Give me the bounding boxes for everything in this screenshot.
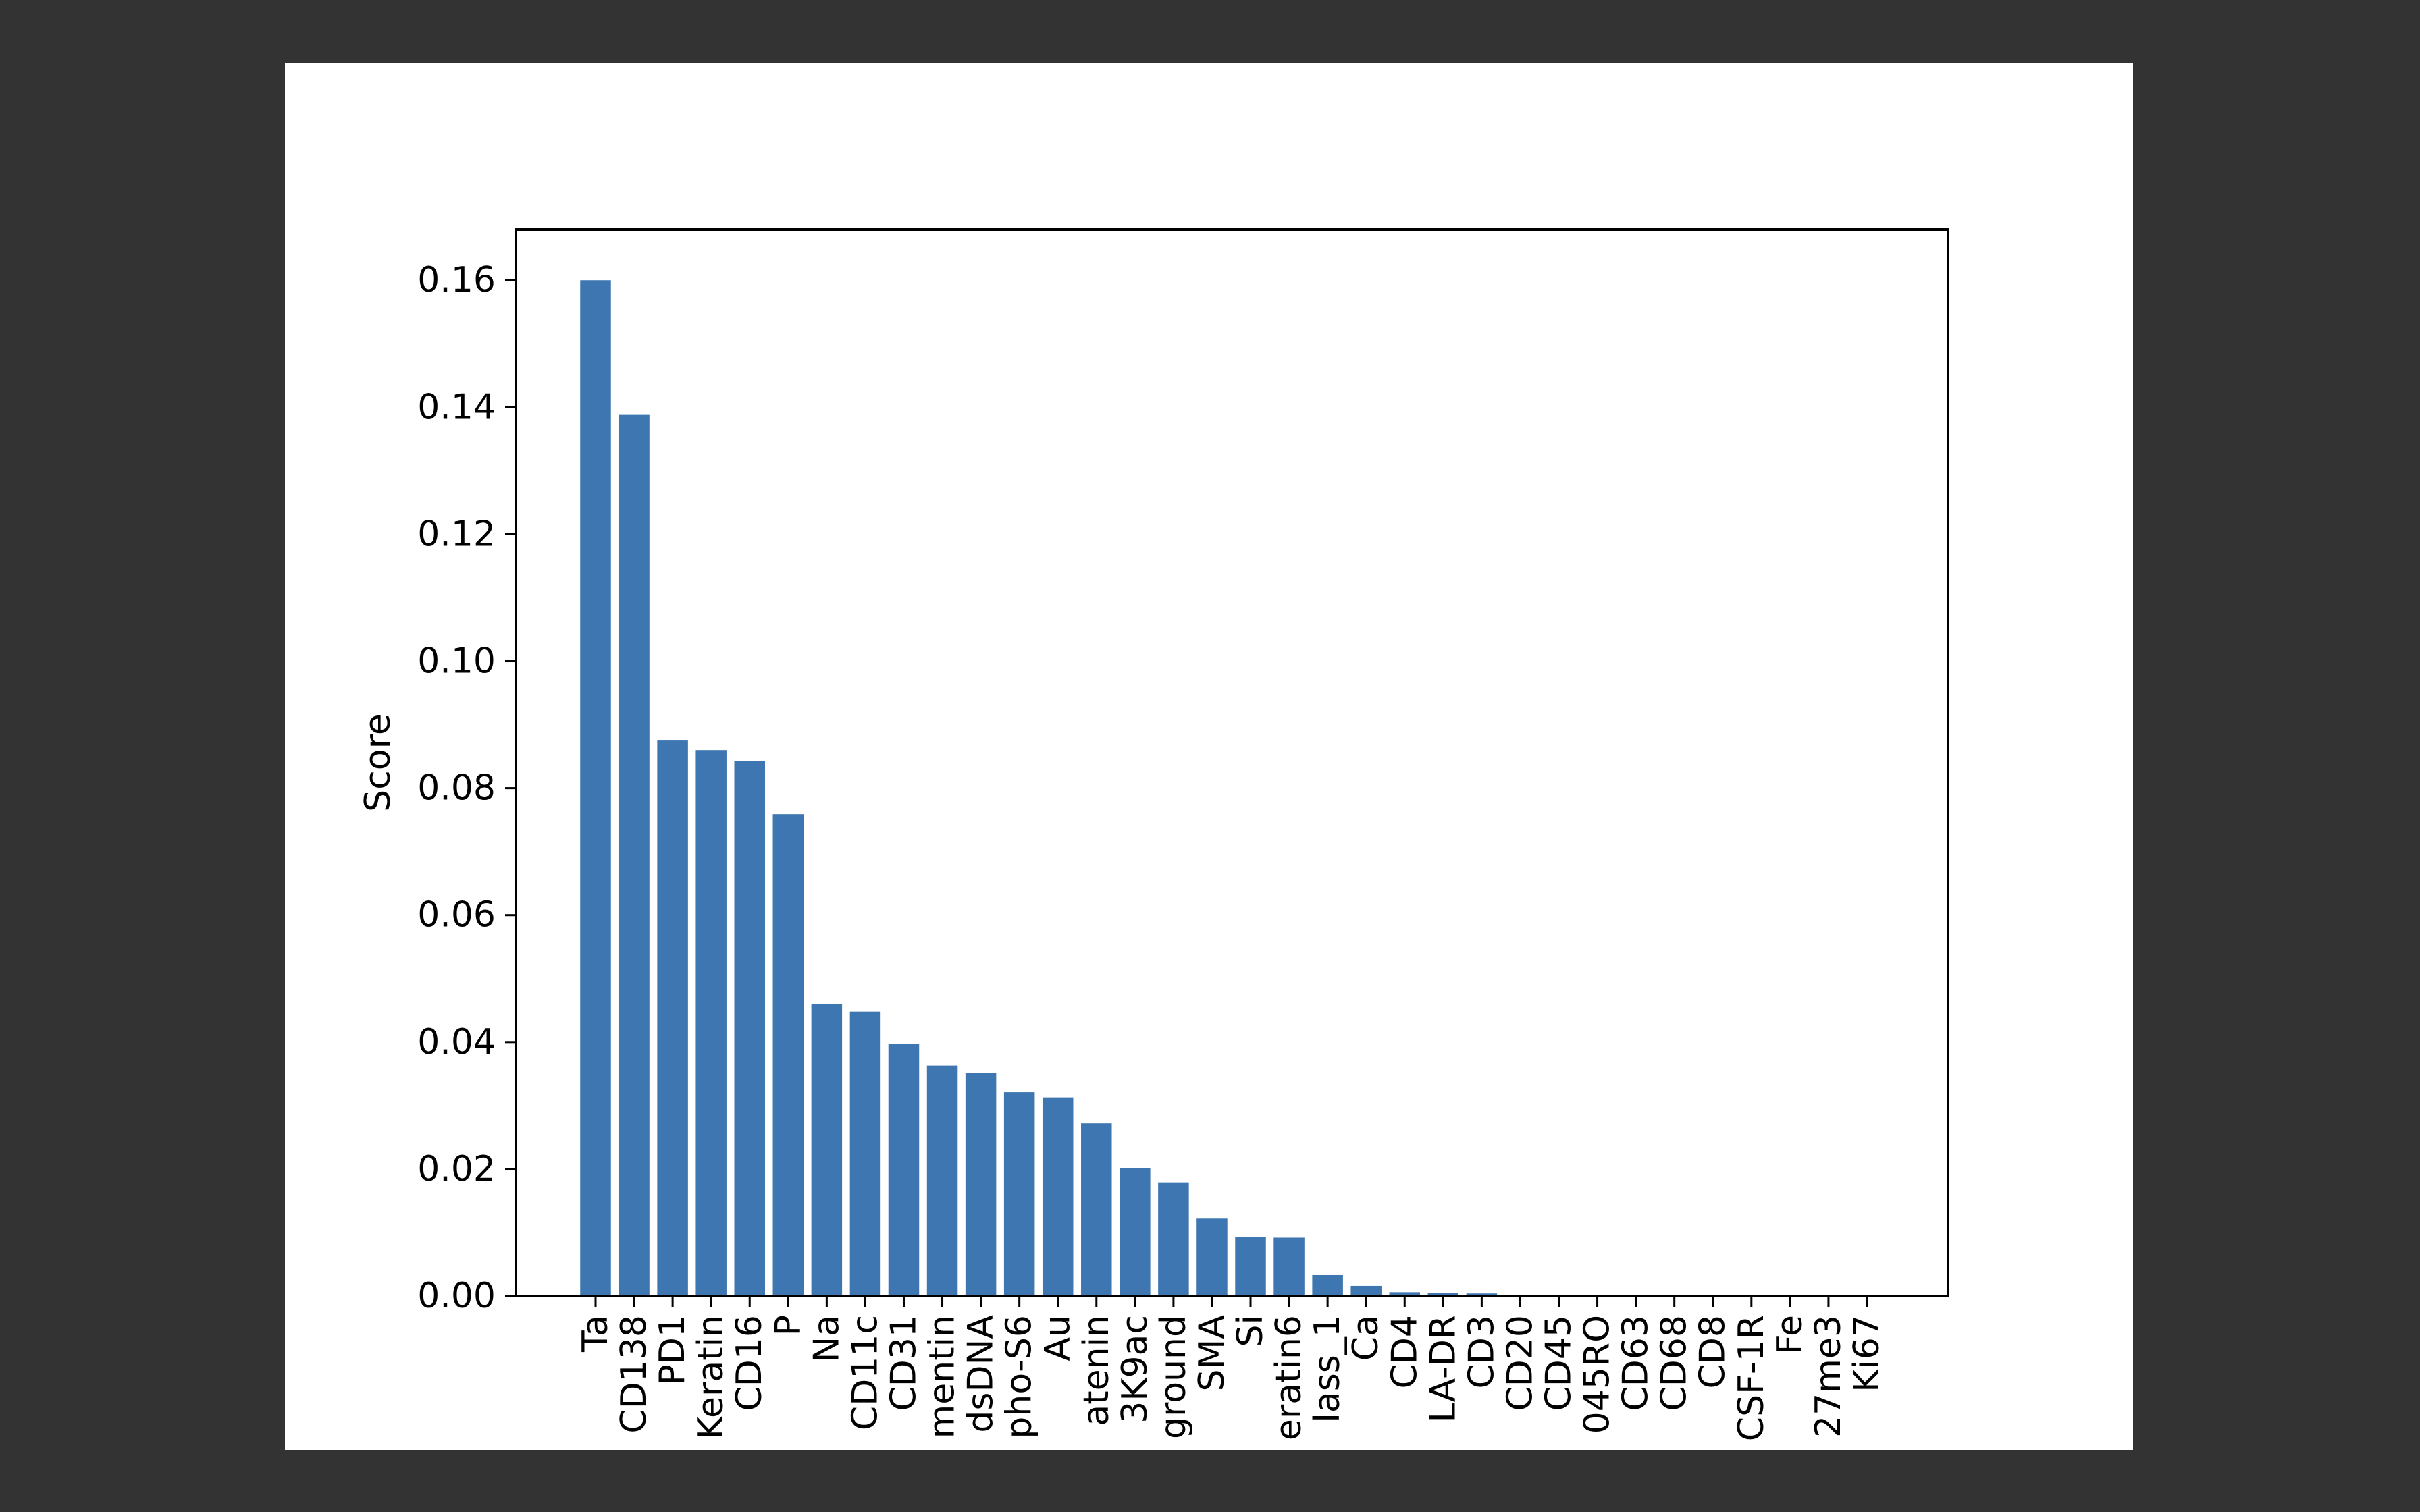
x-tick-label-13: atenin <box>1076 1315 1117 1426</box>
x-tick-label-8: CD31 <box>883 1315 924 1411</box>
y-tick-label-3: 0.06 <box>417 895 496 936</box>
bar-4 <box>734 761 765 1296</box>
bar-11 <box>1003 1092 1035 1296</box>
bar-10 <box>965 1073 997 1296</box>
x-tick-label-29: CD8 <box>1693 1315 1733 1388</box>
bar-9 <box>926 1065 958 1296</box>
x-tick-label-10: dsDNA <box>961 1315 1001 1433</box>
bar-21 <box>1389 1292 1421 1296</box>
x-tick-label-4: CD16 <box>729 1315 770 1411</box>
y-tick-label-2: 0.04 <box>417 1022 496 1062</box>
y-axis-label: Score <box>358 713 398 812</box>
x-tick-label-18: eratin6 <box>1269 1315 1309 1440</box>
bar-2 <box>657 740 688 1296</box>
x-tick-label-19: lass_1 <box>1307 1315 1348 1423</box>
bar-chart: 0.000.020.040.060.080.100.120.140.16 TaC… <box>358 228 1949 1441</box>
y-axis: 0.00 0.02 0.04 0.06 0.08 0.10 0.12 0.14 0.16 <box>417 260 516 1316</box>
bar-12 <box>1042 1097 1074 1296</box>
bar-5 <box>772 814 804 1296</box>
x-tick-label-25: CD45 <box>1539 1315 1579 1411</box>
y-tick-label-1: 0.02 <box>417 1149 496 1189</box>
bar-0 <box>580 280 611 1296</box>
x-tick-label-23: CD3 <box>1461 1315 1502 1388</box>
bar-13 <box>1081 1123 1112 1296</box>
x-tick-label-3: Keratin <box>691 1315 731 1440</box>
x-tick-label-12: Au <box>1038 1315 1078 1361</box>
x-tick-label-7: CD11c <box>845 1315 885 1430</box>
bar-22 <box>1427 1293 1459 1296</box>
x-tick-label-31: Fe <box>1770 1315 1810 1355</box>
x-tick-label-2: PD1 <box>652 1315 693 1385</box>
bar-20 <box>1350 1285 1382 1296</box>
y-tick-label-7: 0.14 <box>417 387 496 427</box>
bar-1 <box>619 414 650 1296</box>
bar-7 <box>849 1011 881 1296</box>
bar-19 <box>1312 1274 1343 1296</box>
figure-panel: 0.00 0.02 0.04 0.06 0.08 0.10 0.12 0.14 0.16 Ta C… <box>285 63 2133 1450</box>
x-tick-label-6: Na <box>806 1315 847 1363</box>
x-tick-label-1: CD138 <box>614 1315 654 1434</box>
bar-8 <box>888 1044 920 1296</box>
x-tick-label-5: P <box>768 1315 808 1336</box>
x-tick-label-0: Ta <box>575 1315 616 1353</box>
bar-15 <box>1158 1182 1189 1296</box>
bar-17 <box>1235 1237 1266 1296</box>
bar-3 <box>695 750 727 1296</box>
x-tick-label-14: 3K9ac <box>1115 1315 1155 1424</box>
x-tick-label-11: pho-S6 <box>999 1315 1040 1439</box>
bar-16 <box>1196 1218 1228 1296</box>
x-axis: TaCD138PD1KeratinCD16PNaCD11cCD31mentind… <box>575 1296 1887 1441</box>
x-tick-label-16: SMA <box>1192 1315 1232 1392</box>
y-tick-label-6: 0.12 <box>417 514 496 554</box>
y-tick-label-8: 0.16 <box>417 260 496 300</box>
y-tick-label-4: 0.08 <box>417 768 496 809</box>
bar-14 <box>1120 1168 1151 1296</box>
x-tick-label-28: CD68 <box>1654 1315 1695 1411</box>
x-tick-label-15: ground <box>1153 1315 1194 1439</box>
bar-18 <box>1273 1237 1305 1296</box>
x-tick-label-30: CSF-1R <box>1731 1315 1772 1441</box>
y-tick-label-5: 0.10 <box>417 641 496 682</box>
x-tick-label-24: CD20 <box>1500 1315 1540 1411</box>
x-tick-label-9: mentin <box>922 1315 963 1438</box>
x-tick-label-32: 27me3 <box>1808 1315 1849 1438</box>
bars-layer <box>580 280 1883 1296</box>
x-tick-label-27: CD63 <box>1616 1315 1656 1411</box>
x-tick-label-21: CD4 <box>1384 1315 1425 1388</box>
bar-6 <box>811 1004 843 1296</box>
x-tick-label-20: Ca <box>1346 1315 1386 1361</box>
x-tick-label-26: 045RO <box>1577 1315 1618 1434</box>
x-tick-label-22: LA-DR <box>1423 1315 1463 1423</box>
x-tick-label-17: Si <box>1230 1315 1271 1347</box>
plot-frame <box>515 228 1949 1297</box>
y-tick-label-0: 0.00 <box>417 1276 496 1316</box>
x-tick-label-33: Ki67 <box>1847 1315 1887 1393</box>
